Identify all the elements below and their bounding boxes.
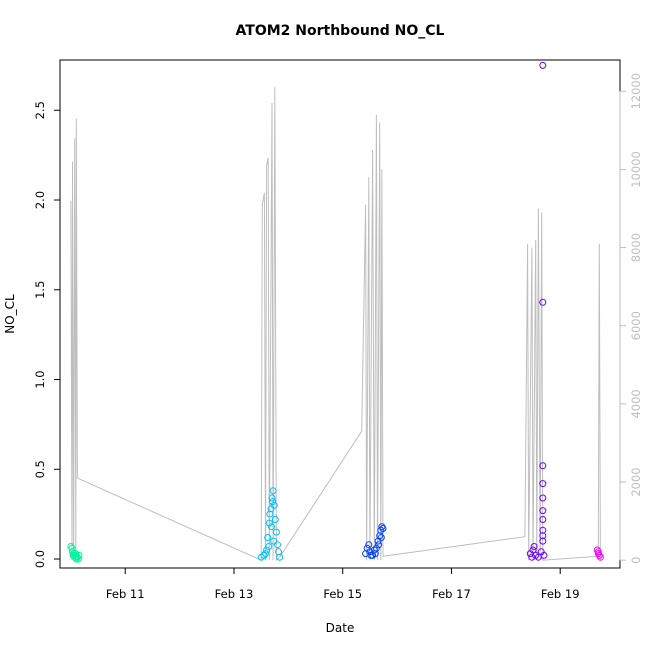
data-point-s4-17: [530, 543, 538, 550]
y-tick-label-6: 2.5: [33, 101, 47, 119]
data-point-s3-11: [378, 523, 386, 531]
y-tick-label-1: 0.0: [33, 550, 47, 568]
data-point-s4-10: [539, 507, 547, 515]
data-point-s2-7: [268, 494, 276, 502]
x-tick-label-5: Feb 19: [541, 587, 580, 601]
data-point-s4-7: [539, 532, 547, 540]
y2-tick-label-2: 2000: [629, 467, 643, 496]
data-point-s2-8: [269, 487, 277, 495]
x-tick-label-3: Feb 15: [323, 587, 362, 601]
data-point-s3-15: [375, 541, 383, 549]
data-point-s4-6: [539, 537, 547, 545]
x-tick-label-1: Feb 11: [106, 587, 145, 601]
x-axis-title: Date: [326, 621, 355, 635]
data-point-s2-3: [263, 546, 271, 554]
y2-tick-label-1: 0: [629, 557, 643, 564]
y-axis-left: 0.0 0.5 1.0 1.5 2.0 2.5: [33, 101, 61, 568]
data-point-s4-11: [539, 494, 547, 502]
data-point-s3-12: [379, 525, 387, 532]
data-point-s2-11: [272, 528, 280, 536]
data-point-s2-18: [270, 537, 278, 545]
points-layer: [67, 61, 604, 563]
y-tick-label-5: 2.0: [33, 191, 47, 209]
data-point-s2-2: [260, 551, 268, 559]
y-tick-label-3: 1.0: [33, 370, 47, 388]
y-tick-label-4: 1.5: [33, 281, 47, 299]
data-point-s5-3: [595, 551, 603, 559]
data-point-s2-17: [268, 523, 275, 531]
y-tick-label-2: 0.5: [33, 460, 47, 478]
y-axis-right: 0 2000 4000 6000 8000 10000 12000: [619, 73, 643, 564]
data-point-s4-16: [540, 551, 548, 559]
y-axis-title: NO_CL: [3, 294, 17, 334]
data-point-s3-3: [365, 541, 373, 549]
data-point-s2-20: [262, 550, 269, 558]
y2-tick-label-3: 4000: [629, 389, 643, 418]
data-point-s2-12: [274, 541, 281, 549]
y2-tick-label-4: 6000: [629, 311, 643, 340]
data-point-s3-14: [367, 551, 375, 559]
data-point-s1-13: [73, 552, 81, 560]
data-point-s2-19: [265, 543, 273, 550]
data-point-s3-6: [371, 550, 379, 558]
data-point-s2-10: [271, 516, 279, 523]
data-point-s3-13: [370, 546, 378, 554]
y2-tick-label-6: 10000: [629, 151, 643, 188]
data-point-s4-12: [539, 480, 547, 488]
y2-tick-label-7: 12000: [629, 73, 643, 110]
data-point-s3-7: [372, 544, 380, 552]
data-point-s2-9: [270, 501, 278, 509]
data-point-s1-3: [69, 548, 76, 556]
secondary-series-line: [70, 87, 601, 562]
y2-tick-label-5: 8000: [629, 233, 643, 262]
data-point-s3-16: [377, 534, 385, 541]
data-point-s2-15: [266, 510, 274, 518]
data-point-s4-14: [539, 298, 547, 306]
data-point-s3-10: [377, 526, 385, 534]
data-point-s2-4: [264, 534, 272, 541]
x-axis: Feb 11 Feb 13 Feb 15 Feb 17 Feb 19: [106, 567, 580, 601]
data-point-s5-5: [594, 548, 602, 556]
data-point-s4-18: [528, 553, 536, 561]
x-tick-label-2: Feb 13: [215, 587, 254, 601]
data-point-s4-9: [539, 516, 547, 523]
data-point-s2-16: [269, 498, 277, 506]
data-point-s4-2: [529, 546, 537, 554]
data-point-s2-14: [276, 553, 284, 561]
data-point-s2-5: [265, 519, 273, 527]
data-point-s4-13: [539, 462, 547, 470]
data-point-s4-15: [539, 61, 547, 69]
secondary-line-layer: [70, 87, 601, 562]
x-tick-label-4: Feb 17: [432, 587, 471, 601]
data-point-s4-8: [539, 526, 547, 534]
chart-title: ATOM2 Northbound NO_CL: [236, 23, 445, 39]
